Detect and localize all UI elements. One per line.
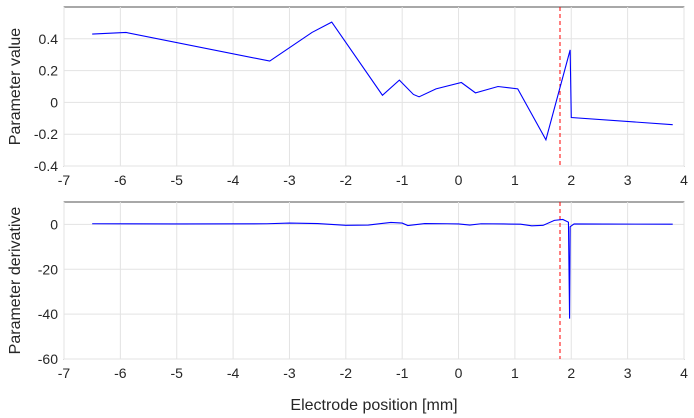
- x-tick-label: -5: [171, 365, 184, 381]
- x-tick-label: -4: [227, 365, 240, 381]
- x-tick-label: -7: [58, 365, 71, 381]
- y-tick-label: 0.4: [39, 31, 59, 47]
- top-y-axis-label: Parameter value: [7, 28, 24, 145]
- x-tick-label: 4: [680, 365, 688, 381]
- x-tick-label: -6: [114, 172, 127, 188]
- y-tick-label: -0.4: [34, 158, 58, 174]
- x-tick-label: 3: [624, 365, 632, 381]
- bottom-y-tick-labels: -60 -40 -20 0: [38, 216, 58, 367]
- x-tick-label: -1: [396, 172, 409, 188]
- x-tick-label: -3: [283, 172, 296, 188]
- y-tick-label: -20: [38, 261, 58, 277]
- top-series-line: [92, 21, 673, 142]
- x-tick-label: 4: [680, 172, 688, 188]
- x-tick-label: -7: [58, 172, 71, 188]
- x-tick-label: 2: [567, 365, 575, 381]
- x-tick-label: -2: [340, 365, 353, 381]
- bottom-series-line: [92, 218, 673, 319]
- x-tick-label: -4: [227, 172, 240, 188]
- x-tick-label: -5: [171, 172, 184, 188]
- x-tick-label: 1: [511, 172, 519, 188]
- y-tick-label: -60: [38, 351, 58, 367]
- top-panel: -0.4 -0.2 0 0.2 0.4 -7 -6 -5 -4 -3 -2 -1 0 1 2 3 4 Para…: [7, 6, 688, 188]
- x-tick-label: 0: [455, 365, 463, 381]
- bottom-panel: -60 -40 -20 0 -7 -6 -5 -4 -3 -2 -1 0 1 2 3 4 Parameter…: [7, 201, 688, 414]
- bottom-plot-area: [63, 201, 685, 360]
- x-tick-label: -3: [283, 365, 296, 381]
- bottom-y-axis-label: Parameter derivative: [7, 207, 24, 355]
- bottom-x-axis-label: Electrode position [mm]: [290, 397, 457, 414]
- x-tick-label: -6: [114, 365, 127, 381]
- y-tick-label: 0.2: [39, 63, 59, 79]
- x-tick-label: 1: [511, 365, 519, 381]
- y-tick-label: -0.2: [34, 126, 58, 142]
- top-plot-area: [63, 6, 685, 167]
- x-tick-label: -1: [396, 365, 409, 381]
- bottom-x-tick-labels: -7 -6 -5 -4 -3 -2 -1 0 1 2 3 4: [58, 365, 688, 381]
- y-tick-label: 0: [50, 94, 58, 110]
- x-tick-label: -2: [340, 172, 353, 188]
- y-tick-label: -40: [38, 306, 58, 322]
- x-tick-label: 3: [624, 172, 632, 188]
- top-y-tick-labels: -0.4 -0.2 0 0.2 0.4: [34, 31, 58, 174]
- top-x-tick-labels: -7 -6 -5 -4 -3 -2 -1 0 1 2 3 4: [58, 172, 688, 188]
- y-tick-label: 0: [50, 216, 58, 232]
- x-tick-label: 0: [455, 172, 463, 188]
- top-grid: [63, 7, 685, 167]
- x-tick-label: 2: [567, 172, 575, 188]
